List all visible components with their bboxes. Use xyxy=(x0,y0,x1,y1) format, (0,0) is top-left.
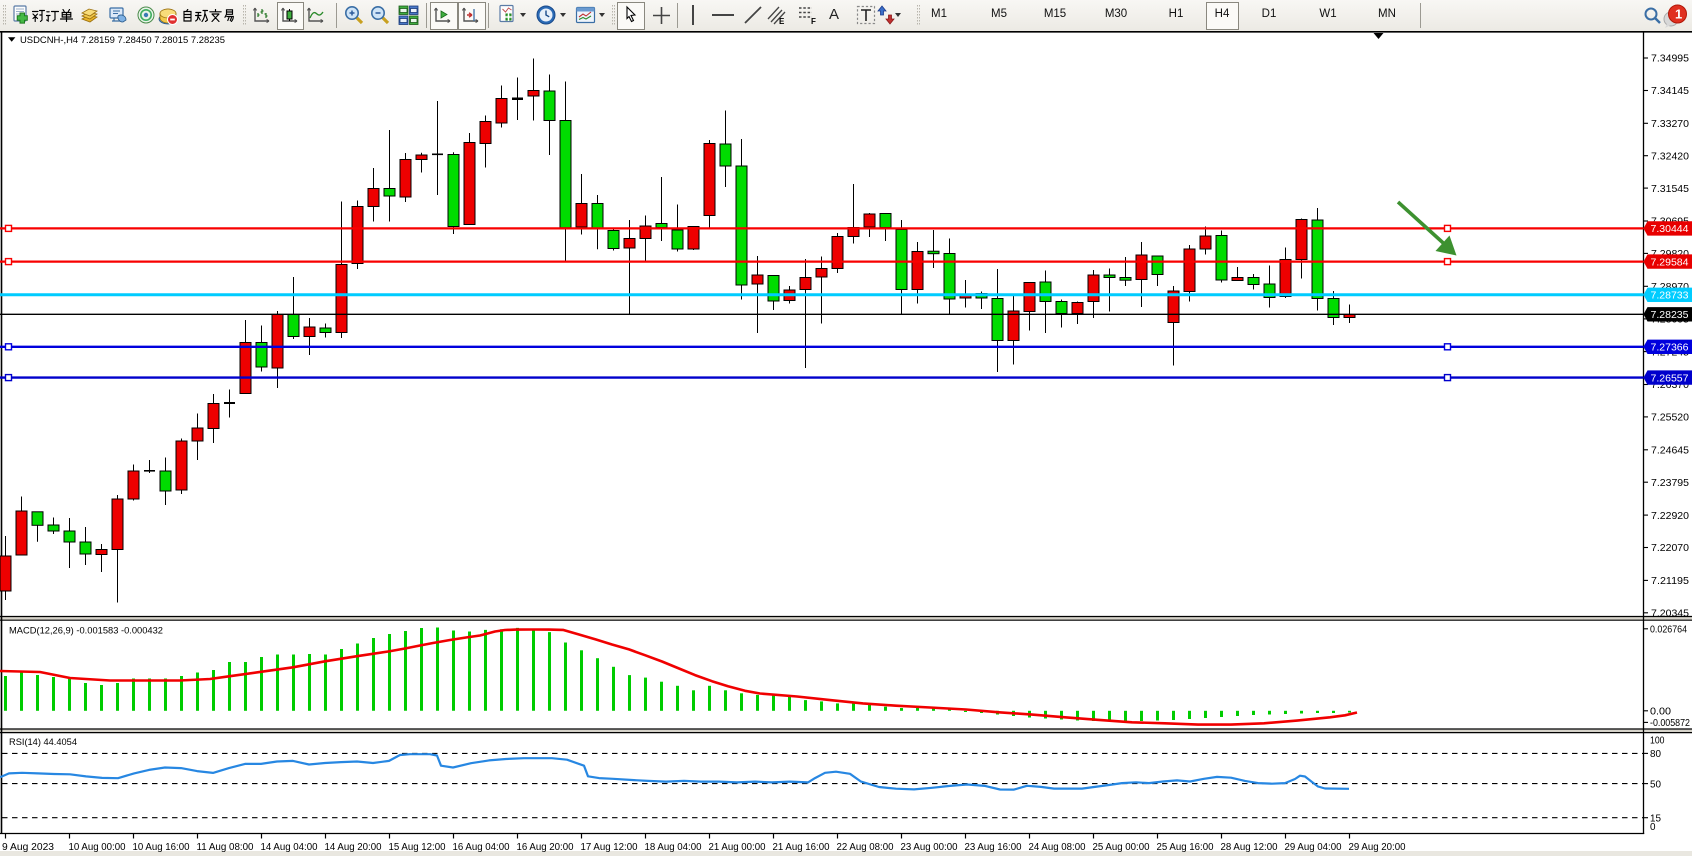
svg-text:7.32420: 7.32420 xyxy=(1651,150,1689,162)
svg-text:29 Aug 04:00: 29 Aug 04:00 xyxy=(1285,842,1342,853)
svg-text:7.21195: 7.21195 xyxy=(1651,575,1689,587)
svg-text:15 Aug 12:00: 15 Aug 12:00 xyxy=(389,842,446,853)
svg-text:-0.005872: -0.005872 xyxy=(1650,717,1690,729)
svg-text:7.33270: 7.33270 xyxy=(1651,118,1689,130)
svg-text:7.34145: 7.34145 xyxy=(1651,85,1689,97)
svg-text:100: 100 xyxy=(1650,735,1665,747)
svg-text:21 Aug 00:00: 21 Aug 00:00 xyxy=(709,842,766,853)
svg-text:F: F xyxy=(811,17,816,26)
svg-text:1: 1 xyxy=(1675,7,1682,22)
svg-text:7.24645: 7.24645 xyxy=(1651,445,1689,457)
svg-text:7.23795: 7.23795 xyxy=(1651,477,1689,489)
svg-text:29 Aug 20:00: 29 Aug 20:00 xyxy=(1349,842,1406,853)
svg-text:7.22920: 7.22920 xyxy=(1651,510,1689,522)
svg-text:17 Aug 12:00: 17 Aug 12:00 xyxy=(581,842,638,853)
svg-text:10 Aug 16:00: 10 Aug 16:00 xyxy=(133,842,190,853)
svg-text:USDCNH-,H4 7.28159 7.28450 7.2: USDCNH-,H4 7.28159 7.28450 7.28015 7.282… xyxy=(20,35,225,46)
svg-text:7.30444: 7.30444 xyxy=(1651,223,1689,235)
svg-text:50: 50 xyxy=(1650,778,1661,790)
svg-text:MACD(12,26,9) -0.001583 -0.000: MACD(12,26,9) -0.001583 -0.000432 xyxy=(9,626,163,637)
svg-text:25 Aug 00:00: 25 Aug 00:00 xyxy=(1093,842,1150,853)
svg-text:7.28235: 7.28235 xyxy=(1651,309,1689,321)
svg-text:E: E xyxy=(779,17,785,26)
svg-text:9 Aug 2023: 9 Aug 2023 xyxy=(2,842,54,853)
svg-text:23 Aug 16:00: 23 Aug 16:00 xyxy=(965,842,1022,853)
svg-text:0.026764: 0.026764 xyxy=(1650,624,1687,636)
svg-text:7.31545: 7.31545 xyxy=(1651,183,1689,195)
svg-text:21 Aug 16:00: 21 Aug 16:00 xyxy=(773,842,830,853)
svg-text:80: 80 xyxy=(1650,748,1661,760)
svg-text:7.25520: 7.25520 xyxy=(1651,412,1689,424)
svg-text:RSI(14) 44.4054: RSI(14) 44.4054 xyxy=(9,737,77,748)
svg-text:7.26557: 7.26557 xyxy=(1651,372,1689,384)
svg-text:14 Aug 04:00: 14 Aug 04:00 xyxy=(261,842,318,853)
svg-text:7.27366: 7.27366 xyxy=(1651,342,1689,354)
svg-text:25 Aug 16:00: 25 Aug 16:00 xyxy=(1157,842,1214,853)
svg-text:7.34995: 7.34995 xyxy=(1651,53,1689,65)
svg-text:16 Aug 04:00: 16 Aug 04:00 xyxy=(453,842,510,853)
svg-text:10 Aug 00:00: 10 Aug 00:00 xyxy=(69,842,126,853)
svg-text:15: 15 xyxy=(1650,812,1661,824)
svg-text:7.29584: 7.29584 xyxy=(1651,256,1689,268)
svg-text:24 Aug 08:00: 24 Aug 08:00 xyxy=(1029,842,1086,853)
svg-text:22 Aug 08:00: 22 Aug 08:00 xyxy=(837,842,894,853)
svg-text:7.22070: 7.22070 xyxy=(1651,542,1689,554)
svg-text:14 Aug 20:00: 14 Aug 20:00 xyxy=(325,842,382,853)
svg-text:16 Aug 20:00: 16 Aug 20:00 xyxy=(517,842,574,853)
svg-text:23 Aug 00:00: 23 Aug 00:00 xyxy=(901,842,958,853)
svg-text:28 Aug 12:00: 28 Aug 12:00 xyxy=(1221,842,1278,853)
svg-text:0: 0 xyxy=(1650,821,1656,833)
svg-text:18 Aug 04:00: 18 Aug 04:00 xyxy=(645,842,702,853)
svg-text:11 Aug 08:00: 11 Aug 08:00 xyxy=(197,842,254,853)
svg-text:7.20345: 7.20345 xyxy=(1651,608,1689,620)
svg-text:0.00: 0.00 xyxy=(1650,706,1671,718)
svg-text:7.28733: 7.28733 xyxy=(1651,290,1689,302)
